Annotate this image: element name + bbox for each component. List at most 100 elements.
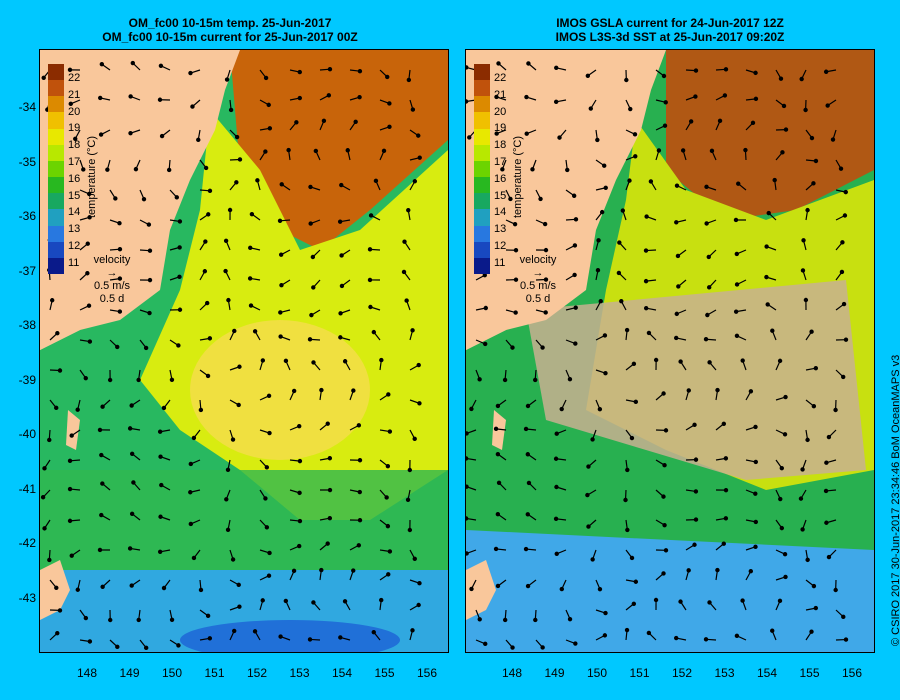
velocity-arrow-head xyxy=(595,137,600,143)
colorbar-swatch xyxy=(48,209,64,227)
y-tick-label: -34 xyxy=(18,100,36,114)
velocity-arrow-head xyxy=(800,467,805,472)
velocity-arrow-head xyxy=(572,272,577,278)
velocity-arrow-head xyxy=(327,487,333,493)
velocity-arrow-head xyxy=(662,462,667,468)
x-tick-label: 155 xyxy=(374,666,395,680)
colorbar-tick-label: 15 xyxy=(68,189,81,202)
velocity-arrow-head xyxy=(573,305,578,310)
velocity-arrow-head xyxy=(602,163,607,168)
velocity-arrow-head xyxy=(572,243,578,248)
velocity-arrow-head xyxy=(85,241,90,246)
velocity-arrow-head xyxy=(826,554,832,560)
velocity-arrow-head xyxy=(99,62,105,67)
velocity-arrow-head xyxy=(260,598,265,603)
velocity-arrow-head xyxy=(57,368,63,373)
velocity-arrow-head xyxy=(353,119,358,124)
velocity-arrow-head xyxy=(780,150,785,155)
velocity-arrow-head xyxy=(117,309,123,314)
velocity-arrow-head xyxy=(632,132,638,137)
velocity-arrow-head xyxy=(202,269,208,274)
velocity-arrow-head xyxy=(734,333,740,338)
velocity-arrow-head xyxy=(495,583,501,589)
velocity-arrow-head xyxy=(723,67,729,72)
velocity-arrow-head xyxy=(357,458,363,463)
velocity-arrow-head xyxy=(367,277,373,283)
eddy-center xyxy=(190,320,370,460)
velocity-arrow-head xyxy=(839,269,845,275)
velocity-arrow-head xyxy=(248,245,253,251)
island xyxy=(492,410,506,450)
velocity-arrow-head xyxy=(384,495,389,500)
velocity-arrow-head xyxy=(777,598,783,604)
velocity-arrow-head xyxy=(805,437,810,443)
velocity-arrow-head xyxy=(130,60,136,66)
velocity-arrow-head xyxy=(783,127,789,132)
velocity-arrow-head xyxy=(513,277,519,282)
y-tick-label: -43 xyxy=(18,590,36,605)
velocity-arrow-head xyxy=(42,466,47,471)
velocity-arrow-head xyxy=(554,551,559,557)
velocity-arrow-head xyxy=(843,337,849,342)
velocity-arrow-head xyxy=(416,602,421,608)
velocity-arrow-head xyxy=(249,211,255,217)
velocity-arrow-head xyxy=(703,637,709,642)
velocity-arrow-head xyxy=(264,465,270,470)
velocity-arrow-head xyxy=(224,77,230,82)
velocity-arrow-head xyxy=(493,546,499,552)
right-velocity-legend: velocity → 0.5 m/s 0.5 d xyxy=(508,254,568,306)
velocity-arrow-head xyxy=(809,329,814,334)
velocity-arrow-head xyxy=(833,407,838,413)
velocity-arrow-head xyxy=(338,635,343,640)
x-tick-label: 151 xyxy=(204,666,225,680)
velocity-arrow-head xyxy=(466,99,469,104)
velocity-arrow-head xyxy=(227,207,233,213)
velocity-arrow-head xyxy=(128,94,133,99)
velocity-arrow-head xyxy=(653,597,659,603)
velocity-arrow-head xyxy=(585,73,591,78)
warm-water xyxy=(666,50,874,220)
velocity-arrow-head xyxy=(674,311,679,317)
velocity-arrow-head xyxy=(502,617,508,623)
velocity-arrow-head xyxy=(557,135,562,140)
velocity-arrow-head xyxy=(133,166,139,172)
velocity-arrow-head xyxy=(115,344,120,350)
velocity-arrow-head xyxy=(357,517,363,523)
colorbar-tick-label: 17 xyxy=(494,156,507,168)
velocity-arrow-head xyxy=(838,166,844,171)
colorbar-swatch xyxy=(48,144,64,162)
velocity-arrow-head xyxy=(750,120,756,126)
velocity-arrow-head xyxy=(841,614,846,620)
right-map-panel xyxy=(465,49,875,653)
velocity-arrow-head xyxy=(267,550,272,556)
velocity-arrow-head xyxy=(224,497,229,502)
velocity-arrow-head xyxy=(764,244,769,249)
velocity-arrow-head xyxy=(525,512,530,517)
velocity-arrow-head xyxy=(707,600,712,605)
velocity-arrow-head xyxy=(733,217,739,223)
colorbar-tick-label: 21 xyxy=(494,88,507,101)
velocity-arrow-head xyxy=(554,431,559,436)
velocity-arrow-head xyxy=(513,248,519,253)
velocity-arrow-head xyxy=(469,406,474,412)
velocity-arrow-head xyxy=(513,310,518,315)
velocity-arrow-head xyxy=(86,191,92,197)
velocity-arrow-head xyxy=(339,253,344,258)
velocity-arrow-head xyxy=(412,436,417,442)
velocity-arrow-head xyxy=(800,268,806,273)
velocity-arrow-head xyxy=(339,182,344,188)
velocity-arrow-head xyxy=(381,148,387,154)
velocity-arrow-head xyxy=(357,69,363,74)
velocity-arrow-head xyxy=(85,271,90,276)
velocity-arrow-head xyxy=(234,180,239,185)
velocity-arrow-icon: → xyxy=(106,267,118,279)
velocity-arrow-head xyxy=(525,452,531,457)
colorbar-tick-label: 11 xyxy=(494,256,506,269)
velocity-arrow-head xyxy=(294,120,299,125)
velocity-arrow-head xyxy=(143,645,149,651)
velocity-arrow-head xyxy=(809,629,814,634)
velocity-arrow-head xyxy=(225,467,231,473)
velocity-arrow-head xyxy=(291,388,297,394)
colorbar-tick-label: 12 xyxy=(68,240,81,252)
velocity-arrow-head xyxy=(661,391,666,396)
